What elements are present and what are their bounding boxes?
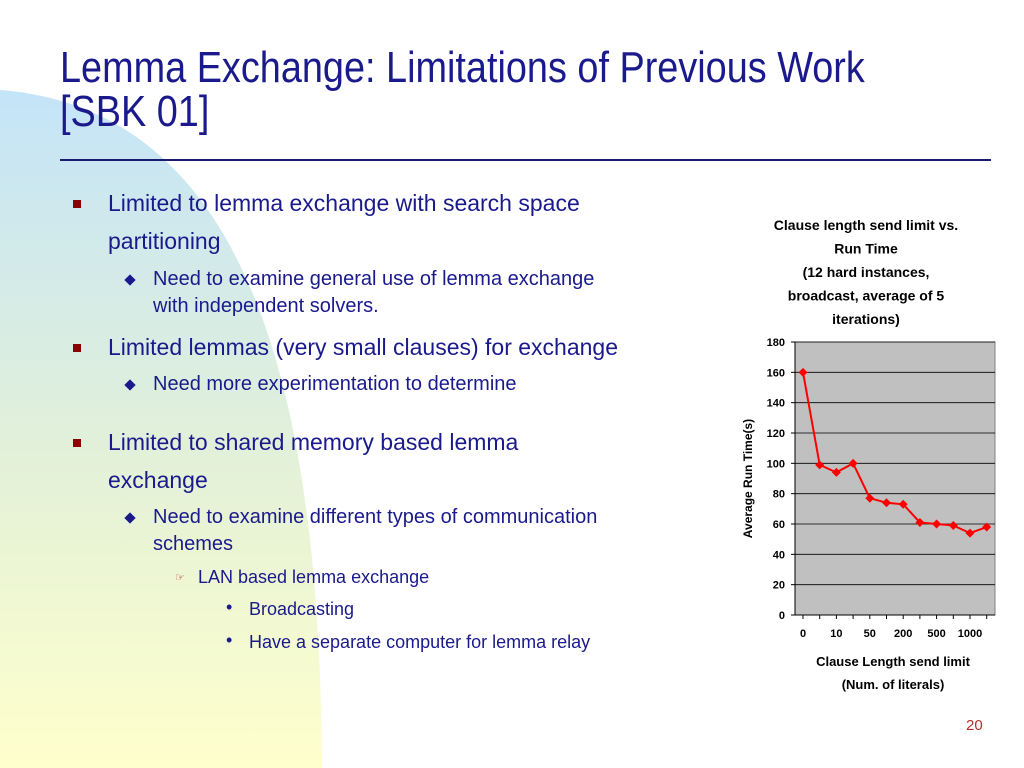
x-tick-label: 500 [927,628,945,640]
data-point [898,499,908,509]
bullet-3-subsub: LAN based lemma exchange [198,567,430,587]
data-point [965,528,975,538]
data-point [815,460,825,470]
bullet-1-line1: Limited to lemma exchange with search sp… [108,190,580,216]
x-tick-label: 0 [800,628,806,640]
data-point [882,498,891,508]
y-tick-label: 180 [767,337,785,349]
x-tick-label: 200 [894,628,912,640]
bullet-3-line1: Limited to shared memory based lemma [108,429,519,455]
background-swoosh [0,90,322,768]
y-axis-label: Average Run Time(s) [741,419,755,538]
x-tick-label: 50 [864,628,876,640]
pointing-hand-icon: ☞ [175,572,185,584]
data-point [798,367,808,377]
page-number: 20 [966,717,983,734]
y-tick-label: 60 [773,519,785,531]
data-point [848,458,858,468]
y-tick-label: 80 [773,489,785,501]
bullet-2: Limited lemmas (very small clauses) for … [108,334,619,360]
data-point [948,521,958,531]
slide-title-line1: Lemma Exchange: Limitations of Previous … [60,43,865,92]
data-point [982,522,992,532]
chart-title-line: Clause length send limit vs. [774,217,958,233]
data-point [915,517,925,527]
chart-title-line: (12 hard instances, [803,264,930,280]
y-tick-label: 20 [773,580,785,592]
y-tick-label: 140 [767,398,785,410]
slide-title: Lemma Exchange: Limitations of Previous … [60,46,868,134]
bullet-1-sub-line2: with independent solvers. [153,295,379,317]
bullet-1-line2: partitioning [108,228,221,254]
y-tick-label: 40 [773,549,785,561]
square-bullet-icon [73,200,81,208]
slide-title-line2: [SBK 01] [60,87,210,136]
x-tick-label: 10 [830,628,842,640]
title-divider [60,159,991,161]
bullet-3-item-b: Have a separate computer for lemma relay [249,632,591,652]
data-point [932,519,942,529]
bullet-1-sub-line1: Need to examine general use of lemma exc… [153,268,595,290]
dot-bullet-icon: • [226,630,233,650]
y-tick-label: 160 [767,367,785,379]
bullet-3-sub-line2: schemes [153,533,234,555]
x-tick-label: 1000 [958,628,982,640]
y-tick-label: 0 [779,610,785,622]
x-axis-label-line: Clause Length send limit [816,654,971,669]
bullet-3-sub-line1: Need to examine different types of commu… [153,506,598,528]
square-bullet-icon [73,439,81,447]
runtime-line-chart: Clause length send limit vs. Run Time (12 … [741,217,996,692]
chart-title-line: Run Time [834,241,898,257]
data-point [831,467,841,477]
data-point [865,493,875,503]
x-axis-label-line: (Num. of literals) [842,677,945,692]
chart-title-line: broadcast, average of 5 [788,288,945,304]
y-tick-label: 120 [767,428,785,440]
chart-title-line: iterations) [832,311,900,327]
plot-area [794,341,996,616]
y-tick-label: 100 [767,458,785,470]
bullet-3-line2: exchange [108,467,208,493]
bullet-2-sub: Need more experimentation to determine [153,373,517,395]
square-bullet-icon [73,344,81,352]
dot-bullet-icon: • [226,597,233,617]
bullet-3-item-a: Broadcasting [249,599,355,619]
